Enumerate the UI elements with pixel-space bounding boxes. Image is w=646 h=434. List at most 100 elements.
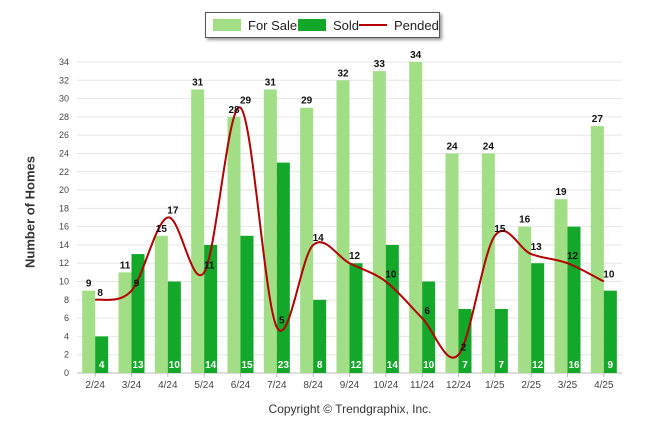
bar-for-sale bbox=[481, 153, 495, 373]
bar-sold bbox=[167, 281, 181, 373]
label-pended: 29 bbox=[240, 96, 252, 107]
bar-for-sale bbox=[82, 290, 96, 373]
label-pended: 2 bbox=[461, 343, 467, 354]
label-sold: 10 bbox=[423, 360, 435, 371]
legend-item-for-sale[interactable]: For Sale bbox=[213, 13, 297, 37]
bar-sold bbox=[240, 235, 254, 373]
label-sold: 7 bbox=[499, 360, 505, 371]
label-for-sale: 31 bbox=[265, 77, 277, 88]
y-tick-label: 28 bbox=[59, 112, 69, 122]
bar-sold bbox=[313, 299, 327, 373]
x-tick-label: 1/25 bbox=[485, 380, 505, 391]
label-pended: 12 bbox=[567, 251, 579, 262]
label-pended: 8 bbox=[97, 288, 103, 299]
legend-label-for-sale: For Sale bbox=[248, 17, 298, 33]
bar-for-sale bbox=[445, 153, 459, 373]
label-for-sale: 15 bbox=[156, 224, 168, 235]
label-pended: 10 bbox=[385, 270, 397, 281]
label-pended: 9 bbox=[134, 279, 140, 290]
bar-sold bbox=[349, 263, 363, 373]
bar-sold bbox=[603, 290, 617, 373]
y-tick-label: 12 bbox=[59, 258, 69, 268]
y-tick-label: 24 bbox=[59, 148, 69, 158]
legend-label-sold: Sold bbox=[333, 17, 360, 33]
bar-sold bbox=[276, 162, 290, 373]
x-tick-label: 4/24 bbox=[158, 380, 178, 391]
label-pended: 6 bbox=[424, 306, 430, 317]
label-for-sale: 19 bbox=[555, 187, 567, 198]
pended-swatch bbox=[359, 24, 387, 26]
bar-for-sale bbox=[590, 126, 604, 373]
bar-sold bbox=[131, 254, 145, 373]
y-tick-label: 30 bbox=[59, 94, 69, 104]
label-pended: 13 bbox=[531, 242, 543, 253]
legend-item-pended[interactable]: Pended bbox=[359, 13, 439, 37]
x-tick-label: 11/24 bbox=[410, 380, 435, 391]
label-for-sale: 24 bbox=[483, 141, 495, 152]
sold-swatch bbox=[298, 19, 326, 31]
x-tick-label: 3/25 bbox=[558, 380, 578, 391]
label-sold: 4 bbox=[99, 360, 105, 371]
label-sold: 23 bbox=[278, 360, 290, 371]
bar-for-sale bbox=[518, 226, 532, 373]
label-sold: 10 bbox=[169, 360, 181, 371]
label-sold: 15 bbox=[241, 360, 253, 371]
bar-for-sale bbox=[554, 199, 568, 373]
label-sold: 8 bbox=[317, 360, 323, 371]
y-tick-label: 0 bbox=[64, 368, 69, 378]
label-for-sale: 31 bbox=[192, 77, 204, 88]
label-for-sale: 28 bbox=[228, 105, 240, 116]
bar-sold bbox=[494, 308, 508, 373]
data-labels: 9411131510311428153123298321233143410247… bbox=[86, 50, 615, 371]
legend-item-sold[interactable]: Sold bbox=[298, 13, 359, 37]
x-axis-tick-labels: 2/24 3/24 4/24 5/24 6/24 7/24 8/24 9/24 10/24 11/… bbox=[85, 373, 614, 391]
label-for-sale: 9 bbox=[86, 279, 92, 290]
pended-line bbox=[94, 106, 605, 359]
label-pended: 17 bbox=[167, 206, 179, 217]
x-tick-label: 9/24 bbox=[340, 380, 360, 391]
bar-for-sale bbox=[336, 80, 350, 373]
y-tick-label: 4 bbox=[64, 331, 69, 341]
label-for-sale: 29 bbox=[301, 96, 313, 107]
y-tick-label: 18 bbox=[59, 203, 69, 213]
x-tick-label: 6/24 bbox=[231, 380, 251, 391]
bar-for-sale bbox=[409, 62, 423, 373]
y-axis-title: Number of Homes bbox=[22, 156, 38, 268]
bar-for-sale bbox=[227, 116, 241, 373]
x-tick-label: 8/24 bbox=[303, 380, 323, 391]
y-tick-label: 34 bbox=[59, 57, 69, 67]
label-pended: 15 bbox=[494, 224, 506, 235]
bars bbox=[82, 62, 617, 374]
x-tick-label: 12/24 bbox=[446, 380, 471, 391]
label-sold: 14 bbox=[387, 360, 399, 371]
label-pended: 14 bbox=[313, 233, 325, 244]
bar-for-sale bbox=[300, 107, 314, 373]
bar-sold bbox=[204, 244, 218, 373]
bar-for-sale bbox=[118, 272, 132, 373]
label-sold: 12 bbox=[350, 360, 362, 371]
label-sold: 14 bbox=[205, 360, 217, 371]
y-tick-label: 6 bbox=[64, 313, 69, 323]
label-for-sale: 24 bbox=[446, 141, 458, 152]
label-sold: 12 bbox=[532, 360, 544, 371]
bar-sold bbox=[531, 263, 545, 373]
x-tick-label: 4/25 bbox=[594, 380, 614, 391]
bar-for-sale bbox=[154, 235, 168, 373]
y-tick-label: 2 bbox=[64, 350, 69, 360]
y-tick-label: 26 bbox=[59, 130, 69, 140]
label-for-sale: 27 bbox=[592, 114, 604, 125]
legend-label-pended: Pended bbox=[394, 17, 439, 33]
x-tick-label: 7/24 bbox=[267, 380, 287, 391]
bar-for-sale bbox=[263, 89, 277, 374]
y-tick-label: 8 bbox=[64, 295, 69, 305]
x-tick-label: 5/24 bbox=[194, 380, 214, 391]
pended-line-series bbox=[94, 106, 605, 359]
x-tick-label: 2/25 bbox=[521, 380, 541, 391]
bar-for-sale bbox=[191, 89, 205, 374]
y-tick-label: 10 bbox=[59, 277, 69, 287]
label-sold: 16 bbox=[568, 360, 580, 371]
label-for-sale: 16 bbox=[519, 215, 531, 226]
label-for-sale: 33 bbox=[374, 59, 386, 70]
